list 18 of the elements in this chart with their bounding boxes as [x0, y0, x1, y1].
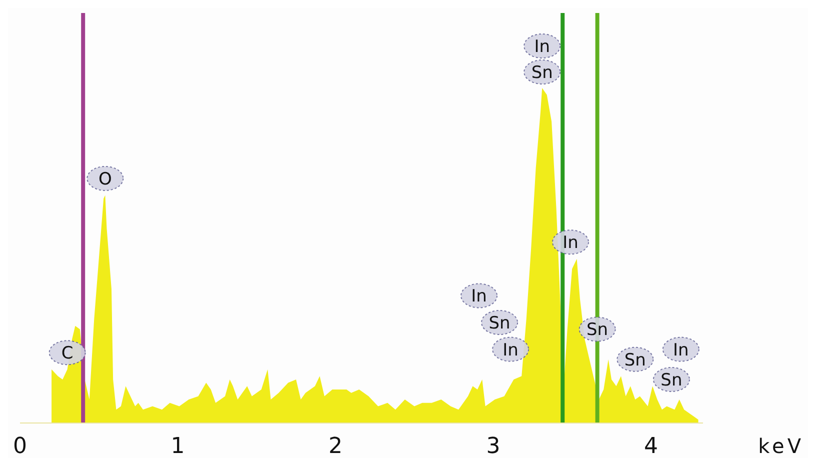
x-tick-label: 1: [170, 434, 185, 459]
annotation: In: [673, 340, 689, 360]
x-tick-label: 0: [13, 434, 27, 459]
annotation: In: [534, 37, 550, 57]
annotation: C: [61, 344, 74, 364]
x-tick-label: 4: [644, 434, 658, 459]
annotation: Sn: [586, 320, 608, 340]
x-axis-title: keV: [758, 434, 804, 458]
annotation: Sn: [660, 370, 682, 390]
annotation: Sn: [531, 63, 553, 83]
annotation: In: [502, 340, 518, 360]
annotation: In: [471, 286, 487, 307]
annotation: Sn: [624, 350, 646, 370]
annotation: In: [562, 233, 578, 254]
x-tick-label: 3: [486, 434, 500, 459]
annotation: O: [98, 169, 112, 190]
annotation: Sn: [488, 314, 510, 334]
x-tick-label: 2: [328, 434, 342, 459]
